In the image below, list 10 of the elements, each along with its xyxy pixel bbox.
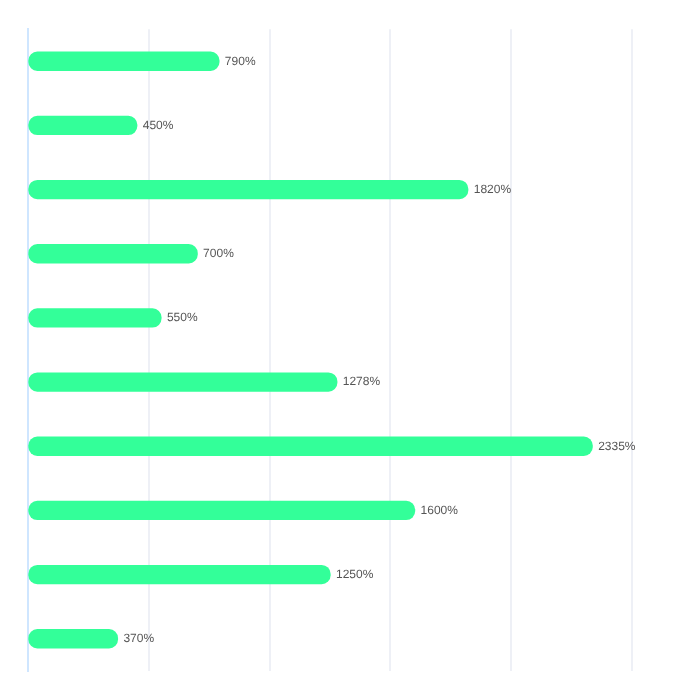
bar [28,51,220,71]
bar [28,500,416,521]
bar [28,244,198,264]
bar [28,564,331,585]
bar [28,179,469,200]
bar [28,372,338,392]
bar [28,436,593,456]
bar [28,308,162,328]
bar [28,115,138,136]
bar [28,629,119,649]
